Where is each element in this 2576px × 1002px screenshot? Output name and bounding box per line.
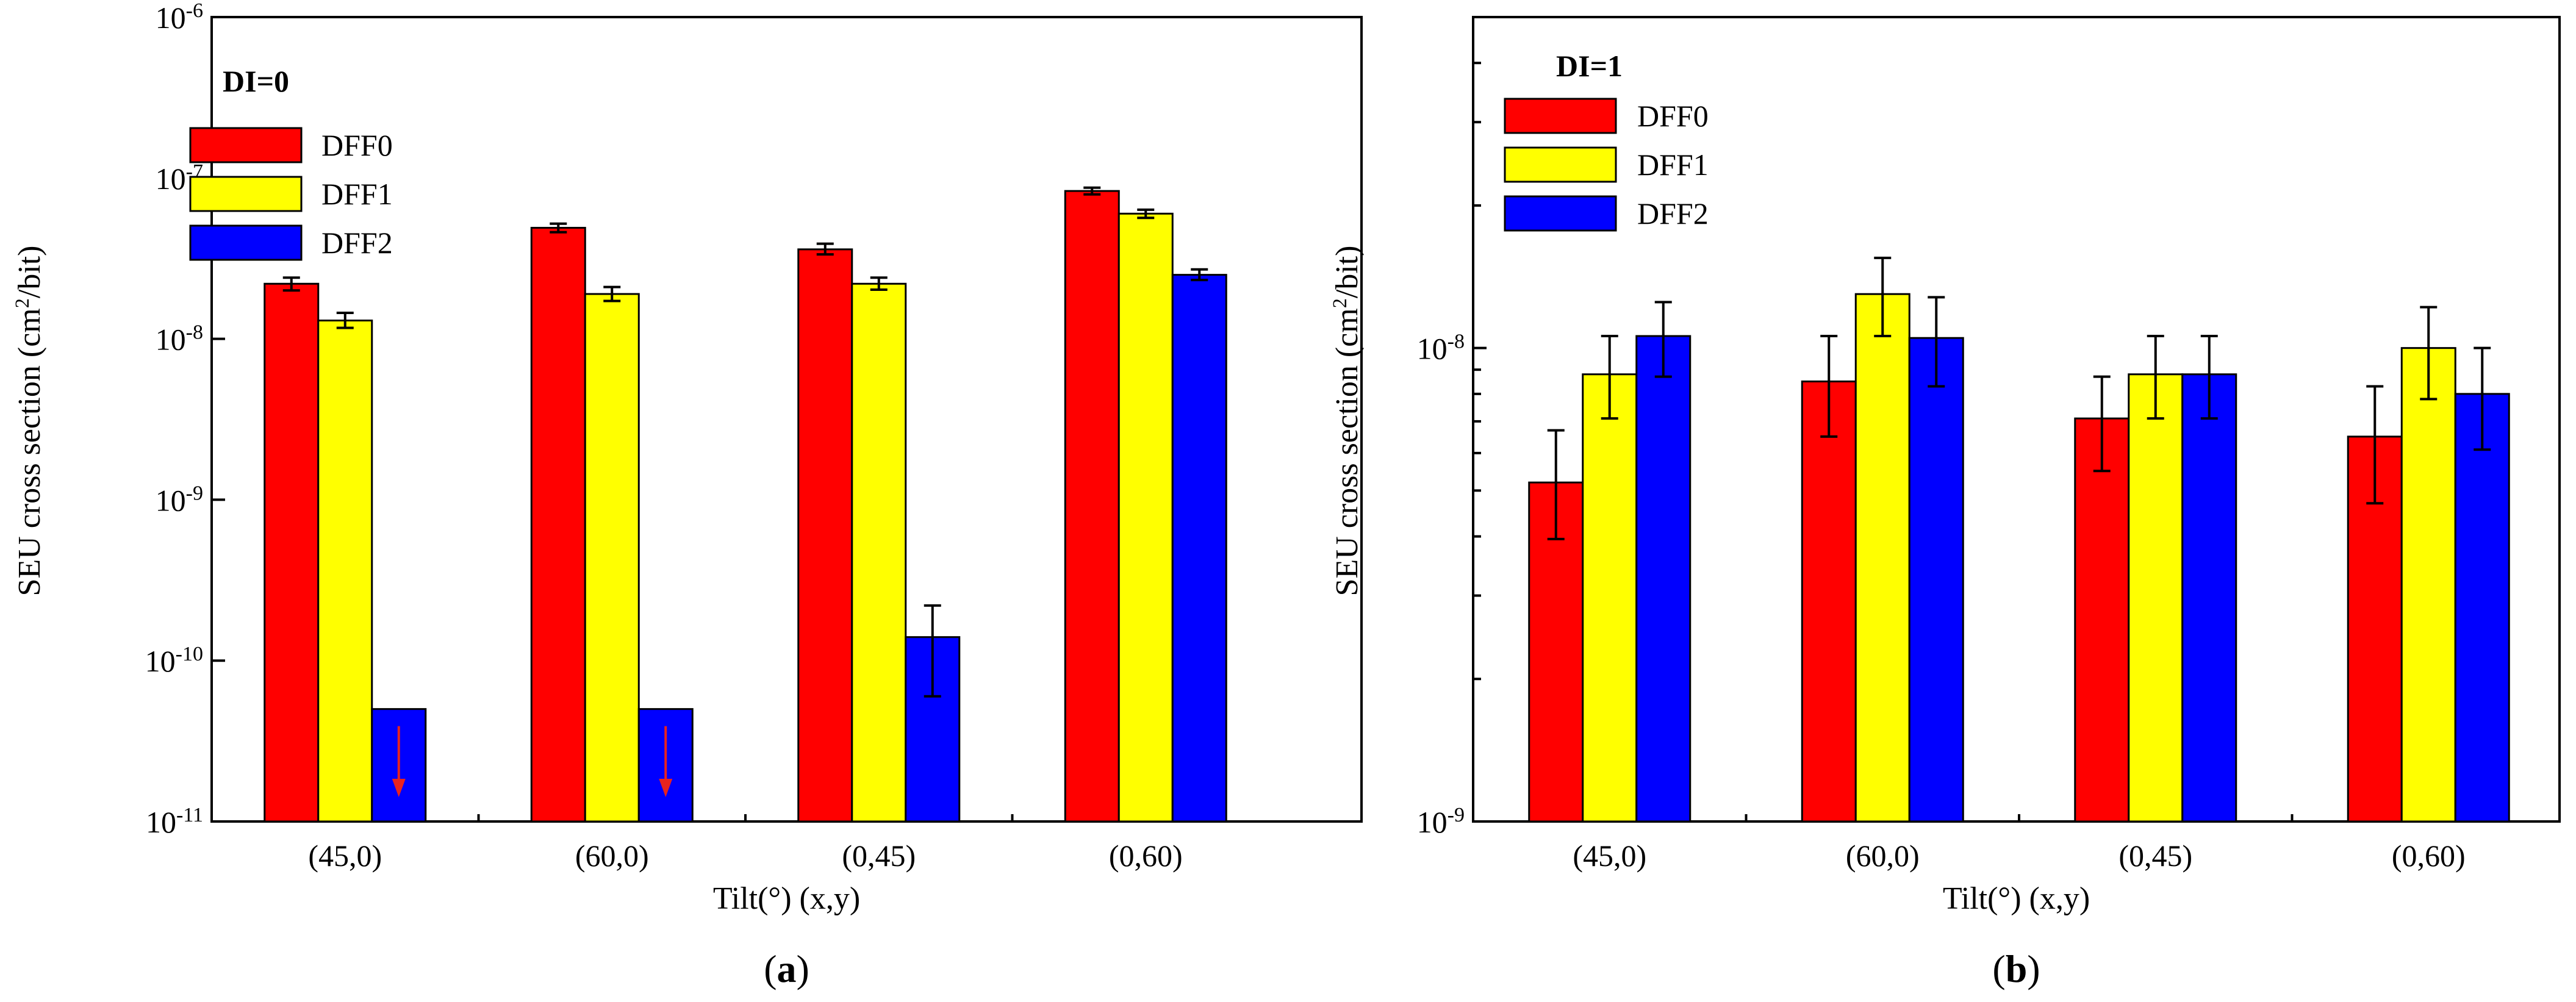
bar-DFF0-0: [264, 282, 320, 823]
x-axis-label: Tilt(°) (x,y): [713, 881, 860, 916]
legend-swatch-DFF2: [1504, 195, 1617, 232]
plot-frame: [210, 16, 1363, 823]
bar-DFF1-0: [317, 320, 373, 823]
x-tick-label: (60,0): [1846, 839, 1920, 873]
y-tick-label: 10-8: [156, 321, 203, 357]
upper-limit-arrowhead: [659, 779, 673, 797]
legend-swatch-DFF1: [189, 176, 303, 212]
y-tick-label: 10-6: [156, 0, 203, 35]
legend-swatch-DFF2: [189, 224, 303, 261]
bar-DFF0-3: [1064, 190, 1120, 823]
y-tick-label: 10-8: [1417, 330, 1465, 366]
x-tick-label: (0,60): [1109, 839, 1183, 873]
upper-limit-arrowhead: [392, 779, 406, 797]
legend-label-DFF0: DFF0: [1637, 99, 1709, 133]
y-tick-label: 10-9: [1417, 804, 1465, 840]
bar-DFF1-1: [584, 293, 640, 823]
bar-DFF1-2: [2128, 373, 2184, 823]
y-tick-label: 10-9: [156, 482, 203, 518]
x-tick-label: (0,45): [842, 839, 916, 873]
legend-label-DFF2: DFF2: [1637, 196, 1709, 231]
legend: DI=0 DFF0 DFF1 DFF2: [189, 64, 393, 261]
bar-DFF1-1: [1854, 293, 1910, 823]
legend: DI=1 DFF0 DFF1 DFF2: [1504, 49, 1709, 232]
legend-label-DFF2: DFF2: [321, 226, 393, 260]
bar-DFF2-2: [2181, 373, 2237, 823]
legend-title: DI=1: [1556, 49, 1623, 83]
x-tick-label: (45,0): [1573, 839, 1646, 873]
bar-DFF1-3: [1118, 212, 1174, 823]
bar-DFF2-3: [2454, 393, 2510, 823]
legend-title: DI=0: [223, 64, 289, 98]
x-tick-label: (45,0): [308, 839, 382, 873]
x-tick-label: (0,60): [2392, 839, 2466, 873]
panel-label: (b): [1992, 947, 2040, 990]
legend-swatch-DFF1: [1504, 146, 1617, 183]
y-tick-label: 10-11: [146, 804, 203, 840]
bar-DFF0-2: [797, 248, 853, 823]
legend-label-DFF1: DFF1: [321, 177, 393, 211]
legend-swatch-DFF0: [189, 127, 303, 163]
bar-DFF1-2: [851, 282, 907, 823]
bar-DFF0-2: [2074, 417, 2130, 823]
bar-DFF2-1: [1908, 337, 1964, 823]
bar-DFF2-2: [905, 636, 961, 823]
bar-DFF2-0: [1635, 335, 1692, 823]
panel-label: (a): [764, 947, 809, 990]
bar-DFF1-0: [1582, 373, 1638, 823]
x-tick-label: (0,45): [2119, 839, 2192, 873]
x-tick-label: (60,0): [575, 839, 649, 873]
bar-DFF0-1: [1801, 380, 1857, 823]
plot-frame: [1472, 16, 2561, 823]
chart-panel-b: 10-9 10-8 (45,0) (60,0) (0,45) (0,60) DI=1 DFF0…: [1329, 16, 2561, 990]
bar-DFF2-3: [1171, 274, 1227, 823]
legend-label-DFF0: DFF0: [321, 128, 393, 162]
legend-label-DFF1: DFF1: [1637, 148, 1709, 182]
legend-swatch-DFF0: [1504, 98, 1617, 134]
y-axis-label: SEU cross section (cm2/bit): [1329, 245, 1365, 596]
y-axis-label: SEU cross section (cm2/bit): [11, 245, 47, 596]
bar-DFF0-1: [530, 227, 586, 823]
x-axis-label: Tilt(°) (x,y): [1943, 881, 2090, 916]
bar-DFF1-3: [2400, 347, 2456, 823]
y-tick-label: 10-10: [145, 643, 203, 679]
